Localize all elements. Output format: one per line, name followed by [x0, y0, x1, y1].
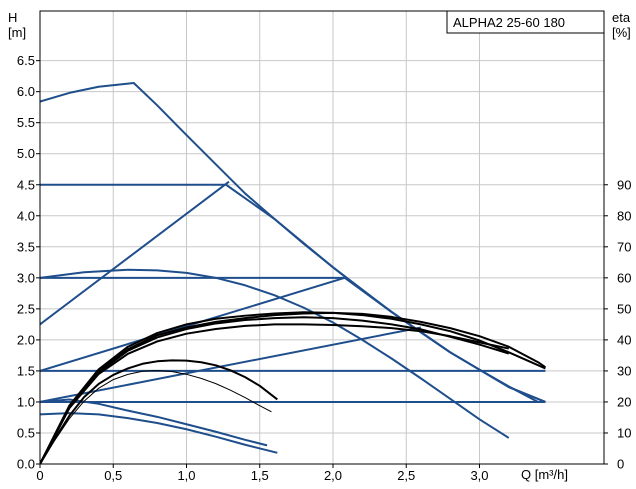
- y-tick-label: 6.5: [17, 53, 35, 68]
- y-tick-label: 3.0: [17, 270, 35, 285]
- y2-tick-label: 90: [617, 177, 631, 192]
- efficiency-curve-1: [40, 311, 546, 464]
- y-tick-label: 5.0: [17, 146, 35, 161]
- pump-curve-7: [40, 180, 230, 326]
- y-left-label-line1: H: [8, 10, 17, 25]
- y2-tick-label: 10: [617, 425, 631, 440]
- y2-tick-label: 30: [617, 363, 631, 378]
- y-right-label-line1: eta: [612, 10, 631, 25]
- y2-tick-label: 50: [617, 301, 631, 316]
- pump-curve-9: [40, 326, 422, 403]
- x-tick-label: 0,5: [104, 468, 122, 483]
- pump-curve-5: [40, 412, 278, 454]
- y-tick-label: 6.0: [17, 84, 35, 99]
- y-tick-label: 3.5: [17, 239, 35, 254]
- y-tick-label: 1.0: [17, 394, 35, 409]
- y-left-tick-labels: 0.0 0.5 1.0 1.5 2.0 2.5 3.0 3.5 4.0 4.5 5.0 5.5 6.0 6…: [17, 53, 40, 472]
- pump-curve-2: [40, 268, 510, 439]
- x-tick-labels: 0 0,5 1,0 1,5 2,0 2,5 3,0: [36, 464, 489, 483]
- curves-layer: [40, 81, 546, 464]
- x-axis-label: Q [m³/h]: [521, 467, 568, 482]
- x-tick-label: 2,5: [397, 468, 415, 483]
- efficiency-curve-3: [40, 316, 510, 464]
- efficiency-curve-0: [40, 323, 509, 464]
- efficiency-curve-2: [40, 311, 546, 464]
- pump-curve-8: [40, 276, 346, 372]
- y-tick-label: 2.0: [17, 332, 35, 347]
- plot-frame: [39, 10, 605, 465]
- y-left-label-line2: [m]: [8, 25, 26, 40]
- chart-title: ALPHA2 25-60 180: [453, 15, 565, 30]
- x-label-backdrop: [518, 465, 604, 483]
- y2-tick-label: 20: [617, 394, 631, 409]
- y2-tick-label: 60: [617, 270, 631, 285]
- chart-title-box: [446, 10, 605, 34]
- x-tick-label: 3,0: [470, 468, 488, 483]
- y-tick-label: 2.5: [17, 301, 35, 316]
- y-tick-label: 4.5: [17, 177, 35, 192]
- y-right-tick-labels: 0 10 20 30 40 50 60 70 80 90: [604, 177, 631, 472]
- x-tick-label: 0: [36, 468, 43, 483]
- y-tick-label: 0.5: [17, 425, 35, 440]
- y-tick-label: 4.0: [17, 208, 35, 223]
- y2-tick-label: 0: [617, 457, 624, 472]
- x-tick-label: 2,0: [324, 468, 342, 483]
- y-tick-label: 5.5: [17, 115, 35, 130]
- y-right-label-line2: [%]: [612, 25, 631, 40]
- x-tick-label: 1,5: [251, 468, 269, 483]
- efficiency-curve-4: [40, 359, 278, 464]
- y2-tick-label: 40: [617, 332, 631, 347]
- y-tick-label: 0.0: [17, 457, 35, 472]
- y2-tick-label: 70: [617, 239, 631, 254]
- efficiency-curve-5: [40, 370, 272, 464]
- pump-curve-6: [40, 398, 268, 447]
- x-tick-label: 1,0: [177, 468, 195, 483]
- y-tick-label: 1.5: [17, 363, 35, 378]
- y2-tick-label: 80: [617, 208, 631, 223]
